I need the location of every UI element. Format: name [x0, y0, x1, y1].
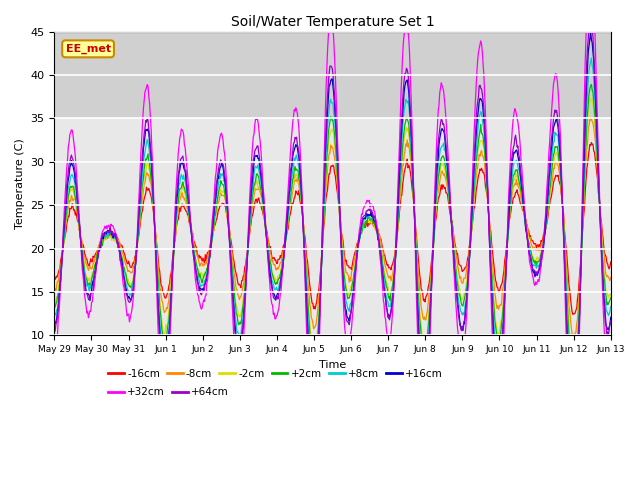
Y-axis label: Temperature (C): Temperature (C) — [15, 138, 25, 229]
-16cm — [417, 277, 424, 283]
+64cm — [400, 77, 408, 83]
-2cm — [204, 262, 211, 268]
Line: +2cm: +2cm — [54, 84, 611, 382]
-8cm — [118, 248, 125, 254]
+2cm — [204, 266, 211, 272]
+2cm — [588, 82, 595, 87]
+16cm — [51, 322, 58, 327]
+64cm — [51, 329, 58, 335]
+32cm — [607, 344, 614, 350]
+16cm — [118, 257, 125, 263]
+2cm — [570, 379, 578, 384]
+64cm — [569, 437, 577, 443]
-16cm — [118, 242, 125, 248]
-2cm — [417, 317, 424, 323]
-8cm — [204, 254, 211, 260]
-8cm — [400, 152, 408, 158]
+2cm — [61, 234, 68, 240]
+8cm — [417, 344, 424, 350]
-8cm — [588, 115, 595, 121]
+8cm — [174, 189, 182, 194]
-8cm — [417, 294, 424, 300]
+64cm — [417, 372, 424, 378]
+32cm — [118, 266, 125, 272]
Legend: +32cm, +64cm: +32cm, +64cm — [104, 383, 233, 402]
+32cm — [61, 204, 68, 210]
+8cm — [61, 225, 68, 230]
Bar — [54, 32, 611, 119]
+8cm — [588, 55, 595, 61]
Line: +32cm: +32cm — [54, 0, 611, 480]
-2cm — [118, 251, 125, 257]
-16cm — [51, 273, 58, 278]
+16cm — [417, 360, 424, 366]
-16cm — [174, 217, 182, 223]
-2cm — [400, 136, 408, 142]
+8cm — [204, 267, 211, 273]
-8cm — [51, 288, 58, 294]
-2cm — [570, 366, 578, 372]
+64cm — [204, 269, 211, 275]
-16cm — [204, 250, 211, 255]
Line: -16cm: -16cm — [54, 143, 611, 314]
-16cm — [569, 312, 577, 317]
+16cm — [569, 427, 577, 433]
+32cm — [400, 32, 408, 37]
+8cm — [400, 108, 408, 113]
+2cm — [174, 199, 182, 205]
+2cm — [51, 302, 58, 308]
+64cm — [174, 172, 182, 178]
Line: +8cm: +8cm — [54, 58, 611, 407]
+2cm — [607, 295, 614, 300]
+16cm — [174, 180, 182, 186]
+16cm — [607, 314, 614, 320]
Line: -8cm: -8cm — [54, 118, 611, 340]
Title: Soil/Water Temperature Set 1: Soil/Water Temperature Set 1 — [230, 15, 435, 29]
-16cm — [400, 170, 408, 176]
-2cm — [51, 304, 58, 310]
-16cm — [61, 236, 68, 242]
+32cm — [204, 277, 211, 283]
+64cm — [607, 318, 614, 324]
+8cm — [51, 310, 58, 315]
+16cm — [204, 271, 211, 276]
-2cm — [587, 96, 595, 102]
+8cm — [118, 260, 125, 265]
-16cm — [588, 140, 595, 145]
Line: +64cm: +64cm — [54, 19, 611, 440]
+64cm — [61, 218, 68, 224]
-8cm — [607, 275, 614, 280]
X-axis label: Time: Time — [319, 360, 346, 370]
+16cm — [400, 88, 408, 94]
Text: EE_met: EE_met — [65, 44, 111, 54]
-2cm — [174, 203, 182, 208]
-8cm — [174, 208, 182, 214]
+32cm — [51, 351, 58, 357]
Line: +16cm: +16cm — [54, 32, 611, 430]
+2cm — [400, 128, 408, 133]
+8cm — [570, 404, 577, 409]
-16cm — [607, 259, 614, 265]
+32cm — [417, 413, 424, 419]
-2cm — [607, 290, 614, 296]
+64cm — [587, 16, 595, 22]
-2cm — [61, 233, 68, 239]
+16cm — [61, 222, 68, 228]
-8cm — [61, 233, 68, 239]
+64cm — [118, 263, 125, 268]
+2cm — [118, 254, 125, 260]
-8cm — [570, 337, 578, 343]
+16cm — [587, 29, 595, 35]
+32cm — [174, 151, 182, 156]
Line: -2cm: -2cm — [54, 99, 611, 369]
+2cm — [417, 323, 424, 328]
+8cm — [607, 303, 614, 309]
